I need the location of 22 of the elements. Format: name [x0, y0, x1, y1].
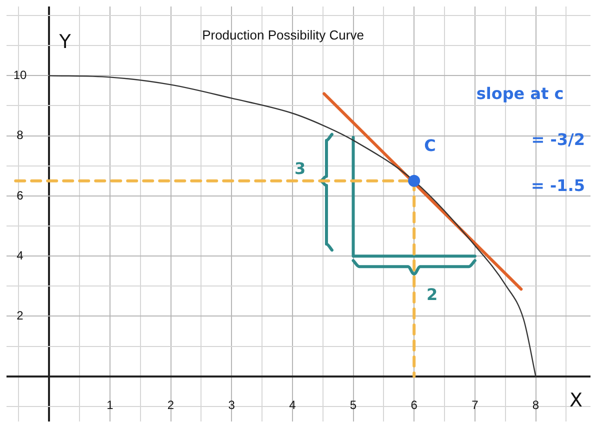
y-tick-label: 10 — [13, 68, 27, 82]
x-tick-label: 1 — [106, 398, 114, 412]
y-tick-label: 8 — [16, 128, 24, 142]
y-tick-label: 6 — [16, 188, 24, 202]
x-tick-label: 6 — [410, 398, 418, 412]
x-axis-title: X — [569, 389, 583, 412]
annotation: = -1.5 — [531, 176, 585, 196]
x-tick-label: 7 — [472, 398, 479, 412]
annotation: 2 — [426, 285, 438, 304]
annotation: 3 — [294, 159, 306, 178]
annotation: = -3/2 — [531, 130, 585, 150]
y-tick-label: 2 — [16, 308, 24, 323]
x-tick-label: 3 — [228, 398, 236, 412]
annotation: C — [424, 136, 436, 156]
x-tick-label: 2 — [167, 398, 174, 412]
x-tick-label: 4 — [289, 398, 296, 412]
x-tick-label: 8 — [532, 398, 540, 412]
text: Production Possibility Curve — [202, 28, 364, 43]
y-axis-title: Y — [58, 30, 72, 53]
y-tick-label: 4 — [16, 248, 24, 262]
x-tick-label: 5 — [350, 398, 357, 412]
annotation: slope at c — [476, 84, 564, 104]
